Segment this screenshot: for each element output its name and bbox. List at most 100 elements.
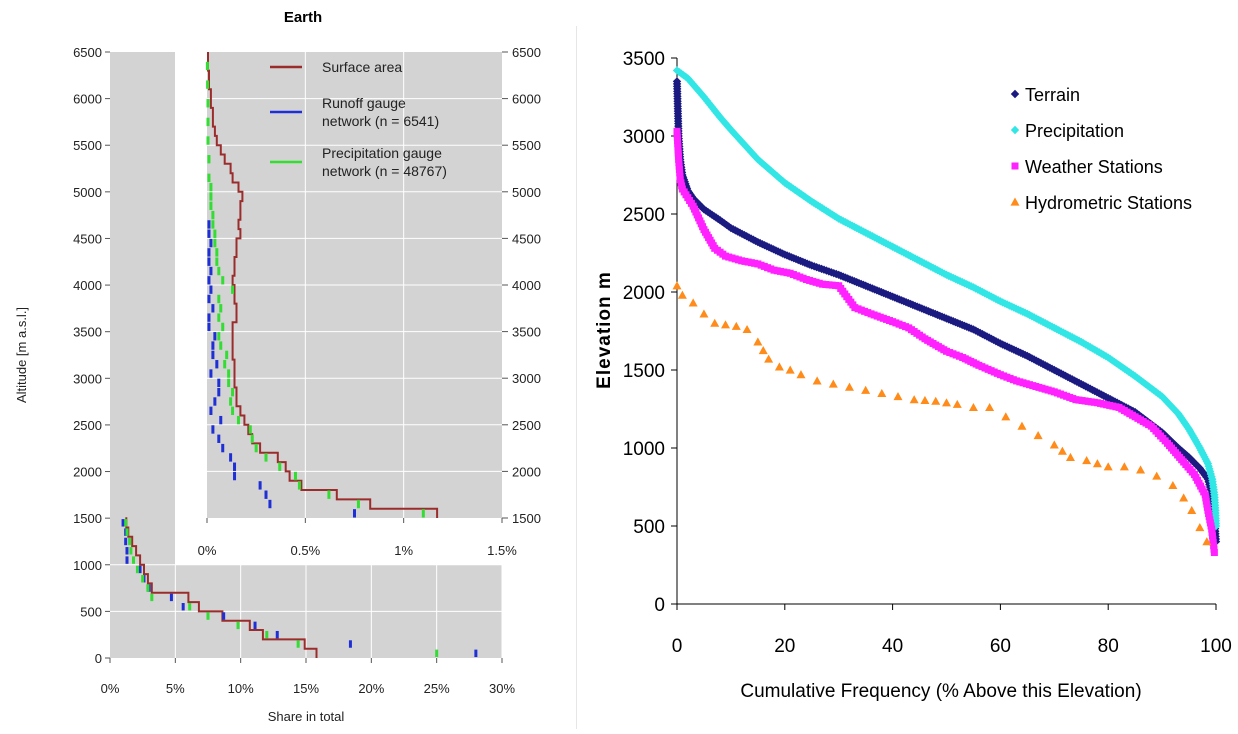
hydrometric-station-point [1057, 446, 1067, 455]
main-x-tick-label: 30% [489, 681, 515, 696]
hydrometric-station-point [1179, 493, 1189, 502]
legend-label: network (n = 48767) [322, 163, 447, 179]
main-y-tick-label: 500 [80, 604, 102, 619]
main-y-tick-label: 2500 [73, 418, 102, 433]
hydrometric-station-point [1017, 421, 1027, 430]
hydrometric-station-point [1136, 465, 1146, 474]
weather-station-point [1210, 549, 1218, 557]
legend-label: Weather Stations [1025, 157, 1163, 177]
hydrometric-station-point [1033, 431, 1043, 440]
x-tick-label: 60 [990, 636, 1011, 657]
legend-label: Precipitation [1025, 121, 1124, 141]
hydrometric-station-point [1103, 462, 1113, 471]
main-x-tick-label: 15% [293, 681, 319, 696]
main-x-tick-label: 0% [101, 681, 120, 696]
hydrometric-station-point [920, 395, 930, 405]
hydrometric-station-point [931, 396, 941, 405]
hydrometric-station-point [688, 298, 698, 307]
inset-y-tick-label: 3500 [512, 325, 541, 340]
inset-y-tick-label: 2500 [512, 418, 541, 433]
main-x-tick-label: 5% [166, 681, 185, 696]
legend-marker [1010, 89, 1020, 99]
hydrometric-station-point [699, 309, 709, 318]
inset-y-tick-label: 5500 [512, 138, 541, 153]
hydrometric-station-point [796, 370, 806, 379]
main-y-tick-label: 2000 [73, 465, 102, 480]
y-tick-label: 3500 [623, 49, 665, 70]
inset-y-tick-label: 5000 [512, 185, 541, 200]
hydrometric-station-point [1168, 480, 1178, 490]
hydrometric-station-point [985, 402, 995, 412]
y-tick-label: 2500 [623, 205, 665, 226]
hydrometric-station-point [1092, 459, 1102, 468]
inset-y-tick-label: 6500 [512, 45, 541, 60]
main-y-tick-label: 0 [95, 651, 102, 666]
main-x-tick-label: 20% [358, 681, 384, 696]
legend-label: Surface area [322, 59, 402, 75]
legend-label: Runoff gauge [322, 95, 406, 111]
inset-x-tick-label: 1.5% [487, 543, 517, 558]
legend-label: Precipitation gauge [322, 145, 442, 161]
earth-chart: Earth 0 500 1000 1500 2000 2500 3000 3500 4000 450… [14, 9, 541, 724]
hydrometric-station-point [812, 376, 822, 385]
main-y-tick-label: 1500 [73, 511, 102, 526]
hydrometric-station-point [1082, 455, 1092, 465]
hydrometric-station-point [909, 395, 919, 404]
main-x-tick-label: 10% [228, 681, 254, 696]
hydrometric-station-point [1187, 505, 1197, 514]
inset-y-tick-label: 6000 [512, 92, 541, 107]
surface-area-line [125, 517, 318, 658]
hydrometric-station-point [844, 382, 854, 391]
hydrometric-station-point [828, 379, 838, 388]
main-x-axis-label: Share in total [268, 709, 345, 724]
hydrometric-station-point [731, 321, 741, 330]
inset-x-tick-label: 1% [394, 543, 413, 558]
x-tick-label: 80 [1098, 636, 1119, 657]
hydrometric-station-point [672, 281, 682, 290]
hydrometric-station-point [1065, 452, 1075, 461]
hydrometric-station-point [893, 392, 903, 401]
main-y-tick-label: 3500 [73, 325, 102, 340]
main-y-tick-label: 6500 [73, 45, 102, 60]
x-tick-label: 40 [882, 636, 903, 657]
hydrometric-station-point [952, 399, 962, 408]
main-y-tick-label: 6000 [73, 92, 102, 107]
legend-label: Hydrometric Stations [1025, 193, 1192, 213]
panel-divider [576, 26, 577, 729]
y-axis-label: Elevation m [594, 271, 615, 389]
elevation-chart-panel: 0 500 1000 1500 2000 2500 3000 3500 0 20 40 60 80 100… [578, 0, 1238, 729]
hydrometric-station-point [1152, 471, 1162, 480]
hydrometric-station-point [861, 385, 871, 394]
y-tick-label: 3000 [623, 127, 665, 148]
hydrometric-station-point [1049, 440, 1059, 449]
x-tick-label: 100 [1200, 636, 1232, 657]
hydrometric-station-point [758, 346, 768, 355]
main-x-tick-label: 25% [424, 681, 450, 696]
main-y-tick-label: 5500 [73, 138, 102, 153]
x-tick-label: 0 [672, 636, 683, 657]
legend-marker [1010, 197, 1020, 206]
hydrometric-station-point [1202, 537, 1212, 546]
inset-y-tick-label: 1500 [512, 511, 541, 526]
legend-label: Terrain [1025, 85, 1080, 105]
legend-label: network (n = 6541) [322, 113, 439, 129]
hydrometric-station-point [1119, 462, 1129, 471]
x-tick-label: 20 [774, 636, 795, 657]
hydrometric-station-point [753, 337, 763, 346]
x-axis-label: Cumulative Frequency (% Above this Eleva… [740, 681, 1141, 702]
hydrometric-station-point [1001, 412, 1011, 421]
legend-marker [1011, 162, 1019, 170]
hydrometric-station-point [785, 365, 795, 374]
hydrometric-station-point [742, 324, 752, 334]
hydrometric-station-point [677, 290, 687, 299]
hydrometric-station-point [942, 398, 951, 407]
main-y-tick-label: 4000 [73, 278, 102, 293]
inset-y-tick-label: 2000 [512, 464, 541, 479]
legend-marker [1010, 125, 1020, 135]
hydrometric-station-point [774, 362, 784, 371]
y-tick-label: 1000 [623, 439, 665, 460]
y-tick-label: 0 [654, 595, 665, 616]
y-tick-label: 500 [633, 517, 665, 538]
y-tick-label: 1500 [623, 361, 665, 382]
hydrometric-station-point [710, 318, 720, 327]
